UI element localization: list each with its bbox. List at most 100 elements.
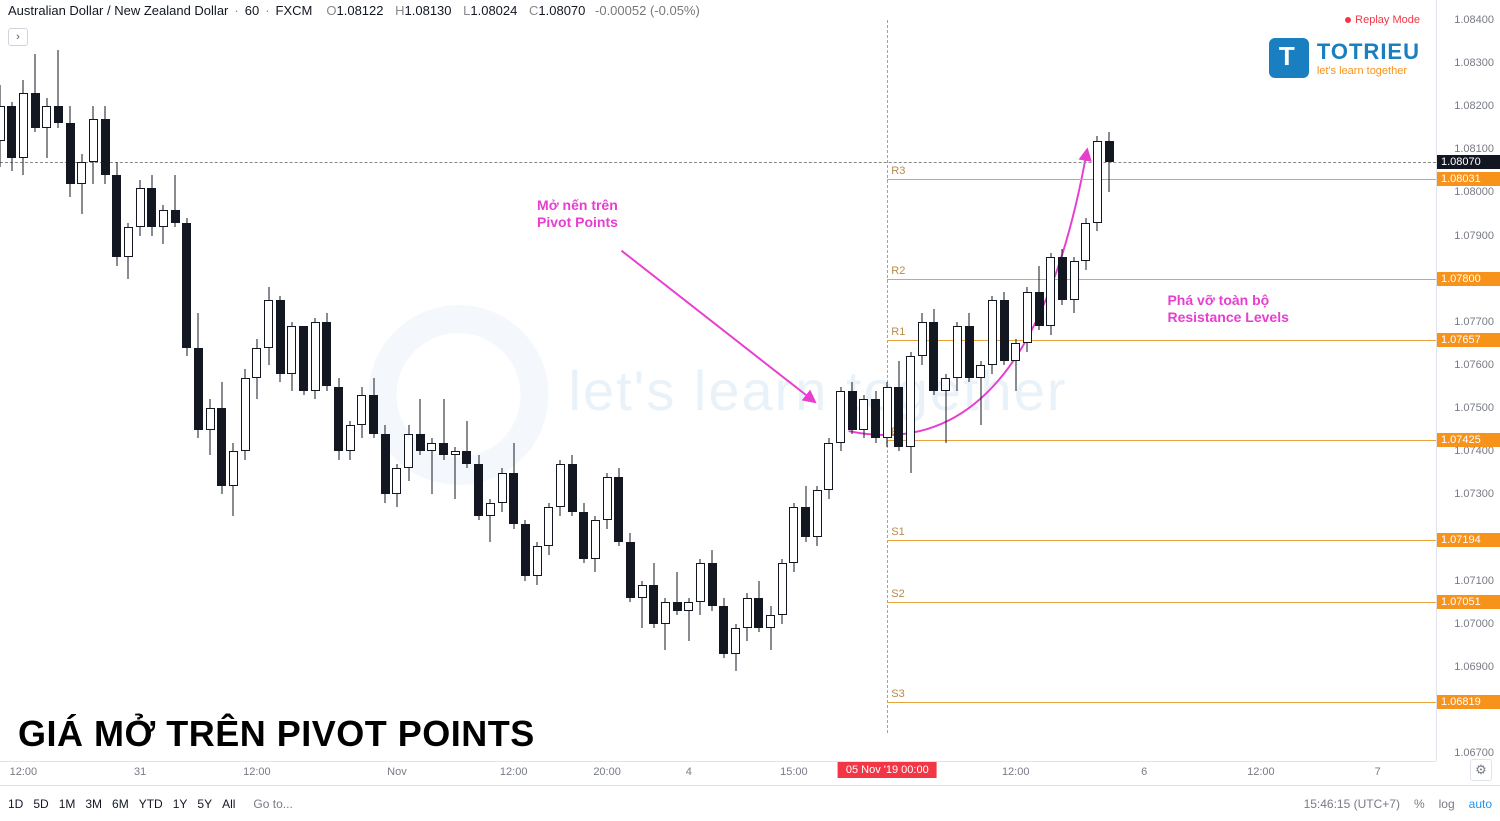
settings-icon[interactable]: ⚙ <box>1470 759 1492 781</box>
price-axis[interactable]: 1.084001.083001.082001.081001.080001.079… <box>1436 0 1500 761</box>
candle[interactable] <box>509 20 518 733</box>
candle[interactable] <box>1023 20 1032 733</box>
candle[interactable] <box>614 20 623 733</box>
candle[interactable] <box>684 20 693 733</box>
candle[interactable] <box>1000 20 1009 733</box>
candle[interactable] <box>147 20 156 733</box>
candle[interactable] <box>941 20 950 733</box>
timeframe-ytd[interactable]: YTD <box>139 797 163 811</box>
candle[interactable] <box>929 20 938 733</box>
candle[interactable] <box>754 20 763 733</box>
candle[interactable] <box>54 20 63 733</box>
chart-area[interactable]: let's learn together R3R2R1PS1S2S3Mở nến… <box>0 0 1436 761</box>
candle[interactable] <box>556 20 565 733</box>
candle[interactable] <box>1081 20 1090 733</box>
candle[interactable] <box>404 20 413 733</box>
candle[interactable] <box>521 20 530 733</box>
candle[interactable] <box>883 20 892 733</box>
candle[interactable] <box>369 20 378 733</box>
timeframe-6m[interactable]: 6M <box>112 797 129 811</box>
candle[interactable] <box>346 20 355 733</box>
candle[interactable] <box>1046 20 1055 733</box>
candle[interactable] <box>89 20 98 733</box>
candle[interactable] <box>719 20 728 733</box>
candle[interactable] <box>241 20 250 733</box>
candle[interactable] <box>638 20 647 733</box>
candle[interactable] <box>976 20 985 733</box>
candle[interactable] <box>451 20 460 733</box>
candle[interactable] <box>1058 20 1067 733</box>
candle[interactable] <box>965 20 974 733</box>
candle[interactable] <box>264 20 273 733</box>
candle[interactable] <box>182 20 191 733</box>
candle[interactable] <box>661 20 670 733</box>
candle[interactable] <box>427 20 436 733</box>
candle[interactable] <box>42 20 51 733</box>
candle[interactable] <box>1011 20 1020 733</box>
timeframe-5d[interactable]: 5D <box>33 797 48 811</box>
percent-toggle[interactable]: % <box>1414 797 1425 811</box>
candle[interactable] <box>848 20 857 733</box>
candle[interactable] <box>112 20 121 733</box>
candle[interactable] <box>357 20 366 733</box>
candle[interactable] <box>0 20 5 733</box>
candle[interactable] <box>439 20 448 733</box>
candle[interactable] <box>124 20 133 733</box>
candle[interactable] <box>579 20 588 733</box>
candle[interactable] <box>287 20 296 733</box>
candle[interactable] <box>649 20 658 733</box>
candle[interactable] <box>77 20 86 733</box>
candle[interactable] <box>789 20 798 733</box>
candle[interactable] <box>544 20 553 733</box>
timeframe-1y[interactable]: 1Y <box>173 797 188 811</box>
candle[interactable] <box>766 20 775 733</box>
candle[interactable] <box>299 20 308 733</box>
candle[interactable] <box>19 20 28 733</box>
candle[interactable] <box>322 20 331 733</box>
candle[interactable] <box>591 20 600 733</box>
candle[interactable] <box>474 20 483 733</box>
timeframe-1m[interactable]: 1M <box>59 797 76 811</box>
candle[interactable] <box>416 20 425 733</box>
timeframe-all[interactable]: All <box>222 797 235 811</box>
candle[interactable] <box>194 20 203 733</box>
candle[interactable] <box>906 20 915 733</box>
candle[interactable] <box>988 20 997 733</box>
candle[interactable] <box>871 20 880 733</box>
candle[interactable] <box>603 20 612 733</box>
candle[interactable] <box>1035 20 1044 733</box>
candle[interactable] <box>1105 20 1114 733</box>
candle[interactable] <box>31 20 40 733</box>
candle[interactable] <box>217 20 226 733</box>
candle[interactable] <box>66 20 75 733</box>
candle[interactable] <box>159 20 168 733</box>
candle[interactable] <box>824 20 833 733</box>
candle[interactable] <box>568 20 577 733</box>
candle[interactable] <box>918 20 927 733</box>
candle[interactable] <box>334 20 343 733</box>
candle[interactable] <box>778 20 787 733</box>
candle[interactable] <box>801 20 810 733</box>
candle[interactable] <box>462 20 471 733</box>
candle[interactable] <box>894 20 903 733</box>
timeframe-1d[interactable]: 1D <box>8 797 23 811</box>
timeframe-3m[interactable]: 3M <box>85 797 102 811</box>
candle[interactable] <box>392 20 401 733</box>
candle[interactable] <box>311 20 320 733</box>
candle[interactable] <box>743 20 752 733</box>
log-toggle[interactable]: log <box>1439 797 1455 811</box>
candle[interactable] <box>859 20 868 733</box>
goto-button[interactable]: Go to... <box>253 797 292 811</box>
candle[interactable] <box>533 20 542 733</box>
candle[interactable] <box>486 20 495 733</box>
candle[interactable] <box>953 20 962 733</box>
candle[interactable] <box>696 20 705 733</box>
candle[interactable] <box>101 20 110 733</box>
candle[interactable] <box>1070 20 1079 733</box>
candle[interactable] <box>673 20 682 733</box>
candle[interactable] <box>252 20 261 733</box>
candle[interactable] <box>229 20 238 733</box>
time-axis[interactable]: 12:003112:00Nov12:0020:00415:0012:00612:… <box>0 761 1436 783</box>
auto-toggle[interactable]: auto <box>1469 797 1492 811</box>
candle[interactable] <box>171 20 180 733</box>
